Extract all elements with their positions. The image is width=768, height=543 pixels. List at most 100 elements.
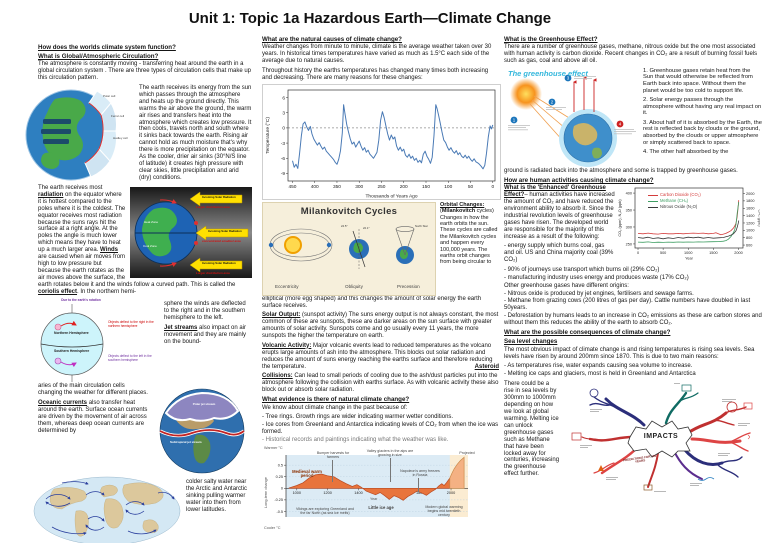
evidence-bullet-tree-rings: - Tree rings. Growth rings are wider ind… (262, 413, 454, 420)
svg-text:1800: 1800 (746, 199, 754, 203)
greenhouse-intro: There are a number of greenhouse gases, … (504, 44, 758, 65)
ch4-legend-swatch (648, 200, 658, 203)
callout-line-2 (390, 457, 391, 482)
annotation-projected: Projected (459, 450, 475, 455)
oceanic-currents-paragraph: Oceanic currents also transfer heat arou… (38, 399, 148, 434)
svg-text:350: 350 (626, 209, 632, 213)
coriolis-illustration (40, 304, 104, 383)
svg-text:3: 3 (282, 110, 285, 116)
svg-text:2: 2 (551, 99, 554, 104)
ferrel-cell-label: Ferrel cell (111, 113, 125, 118)
right-column: What is the Greenhouse Effect? There are… (504, 34, 762, 501)
svg-text:350: 350 (333, 184, 341, 190)
svg-text:300: 300 (355, 184, 363, 190)
precession-label: Precession (397, 283, 420, 289)
evidence-bullet-historical: - Historical records and paintings indic… (262, 436, 449, 443)
sea-bullet-expansion: - As temperatures rise, water expands ca… (504, 363, 693, 370)
svg-text:600: 600 (746, 244, 752, 248)
svg-text:CO₂ (ppm), N₂O (ppb): CO₂ (ppm), N₂O (ppb) (618, 199, 622, 237)
evidence-bullet-ice-cores: - Ice cores from Greenland and Antarctic… (262, 421, 499, 435)
heading-sea-level: Sea level changes (504, 338, 558, 346)
greenhouse-row: The greenhouse effect (504, 68, 762, 168)
svg-text:2000: 2000 (447, 491, 455, 495)
southern-hemisphere-label: Southern Hemisphere (54, 349, 90, 354)
greenhouse-point-2: 2. Solar energy passes through the atmos… (643, 96, 762, 117)
bullet-manufacturing: - manufacturing industry uses energy and… (504, 274, 689, 281)
distribution-note-bottom: Larger distribution area (196, 270, 230, 275)
solar-radiation-figure: Incoming Solar Radiation Larger distribu… (130, 186, 252, 278)
enhanced-effect-row: What is the 'Enhanced' Greenhouse Effect… (504, 185, 762, 266)
annotation-bumper-harvests: Bumper harvests for farmers (316, 450, 350, 459)
distribution-note-mid: concentrated smallest area (202, 238, 241, 243)
impacts-row: There could be a rise in sea levels by 3… (504, 379, 762, 501)
heading-greenhouse-effect: What is the Greenhouse Effect? (504, 36, 598, 43)
svg-text:1000: 1000 (293, 491, 301, 495)
svg-text:0.25: 0.25 (276, 475, 283, 479)
annotation-valley-glaciers: Valley glaciers in the alps are growing … (366, 448, 414, 457)
greenhouse-gases-plot: 0 500 1000 1500 2000 250 300 350 400 600 800 1000 12… (618, 187, 761, 261)
jet-continuation: aries of the main circulation cells chan… (38, 383, 148, 397)
milankovitch-figure: Milankovitch Cycles (262, 201, 436, 296)
circulation-globe-illustration (25, 89, 117, 181)
milankovitch-title: Milankovitch Cycles (300, 205, 398, 217)
impacts-mind-map-illustration (571, 382, 753, 492)
orbital-continuation: elliptical (more egg shaped) and this ch… (262, 295, 482, 309)
radiation-block: Incoming Solar Radiation Larger distribu… (38, 185, 252, 299)
volcanic-activity-paragraph: Volcanic Activity: Major volcanic events… (262, 342, 499, 370)
svg-text:CH₄ (ppb): CH₄ (ppb) (758, 210, 761, 228)
svg-text:1000: 1000 (684, 251, 692, 255)
greenhouse-diagram-title: The greenhouse effect (508, 68, 588, 78)
other-gases-line: Other greenhouse gases have different or… (504, 282, 629, 289)
svg-text:300: 300 (626, 226, 632, 230)
left-column: How does the worlds climate system funct… (25, 42, 252, 543)
greenhouse-gases-chart: 0 500 1000 1500 2000 250 300 350 400 600 800 1000 12… (616, 185, 762, 263)
orbital-changes-paragraph: Orbital Changes: (Milankovitch cycles) C… (440, 201, 498, 266)
cool-zone-label: Cool Zone (143, 243, 157, 248)
co2-legend-swatch (648, 194, 658, 197)
greenhouse-effect-illustration: 1 2 3 4 (508, 74, 636, 167)
ocean-currents-map (33, 477, 181, 543)
svg-text:1000: 1000 (746, 229, 754, 233)
svg-text:0.5: 0.5 (278, 463, 283, 467)
asteroid-collisions-paragraph: Collisions: Can lead to small periods of… (262, 372, 499, 393)
svg-text:150: 150 (422, 184, 430, 190)
sea-bullet-melting: - Melting ice caps and glaciers, most is… (504, 371, 696, 378)
svg-text:-0.5: -0.5 (276, 510, 283, 514)
svg-text:-0.25: -0.25 (274, 498, 283, 502)
svg-text:250: 250 (377, 184, 385, 190)
svg-text:0: 0 (637, 251, 639, 255)
svg-text:200: 200 (400, 184, 408, 190)
svg-text:1600: 1600 (746, 207, 754, 211)
svg-text:2000: 2000 (734, 251, 742, 255)
jet-globe-row: aries of the main circulation cells chan… (38, 383, 252, 475)
svg-text:1200: 1200 (746, 221, 754, 225)
incoming-radiation-label-mid: Incoming Solar Radiation (208, 229, 242, 234)
circulation-row: Polar cell Ferrel cell Hadley cell The e… (25, 85, 252, 185)
ocean-currents-tail: colder salty water near the Arctic and A… (186, 479, 248, 514)
last-1000-years-chart: Warmer °C Cooler °C Long-term change 100… (262, 446, 486, 532)
polar-cell-label: Polar cell (103, 93, 116, 98)
annotation-modern-warming: Modern global warming begins mid twentie… (425, 504, 463, 517)
eccentricity-label: Eccentricity (275, 283, 299, 289)
enhanced-greenhouse-paragraph: What is the 'Enhanced' Greenhouse Effect… (504, 185, 615, 240)
svg-text:0: 0 (491, 184, 494, 190)
svg-text:0: 0 (281, 486, 283, 490)
heat-zone-label: Heat Zone (144, 219, 159, 224)
svg-text:450: 450 (288, 184, 296, 190)
svg-text:1200: 1200 (323, 491, 331, 495)
coriolis-figure: Due to the earth's rotation Northern Hem… (38, 299, 160, 383)
heading-human-activities: How are human activities causing climate… (504, 177, 654, 184)
circulation-cells-globe-figure: Polar cell Ferrel cell Hadley cell (25, 85, 129, 185)
page-title: Unit 1: Topic 1a Hazardous Earth—Climate… (188, 10, 552, 27)
cooler-axis-label: Cooler °C (264, 525, 281, 530)
heading-global-circulation: What is Global/Atmospheric Circulation? (38, 53, 159, 61)
svg-text:800: 800 (746, 236, 752, 240)
coriolis-row: Due to the earth's rotation Northern Hem… (38, 299, 252, 383)
svg-text:0: 0 (282, 126, 285, 132)
solar-output-paragraph: Solar Output: (sunspot activity) The sun… (262, 312, 499, 340)
svg-text:1800: 1800 (416, 491, 424, 495)
n2o-legend-label: Nitrous Oxide (N₂O) (660, 203, 698, 209)
obliquity-label: Obliquity (345, 283, 363, 289)
ocean-currents-map-figure (32, 475, 182, 543)
